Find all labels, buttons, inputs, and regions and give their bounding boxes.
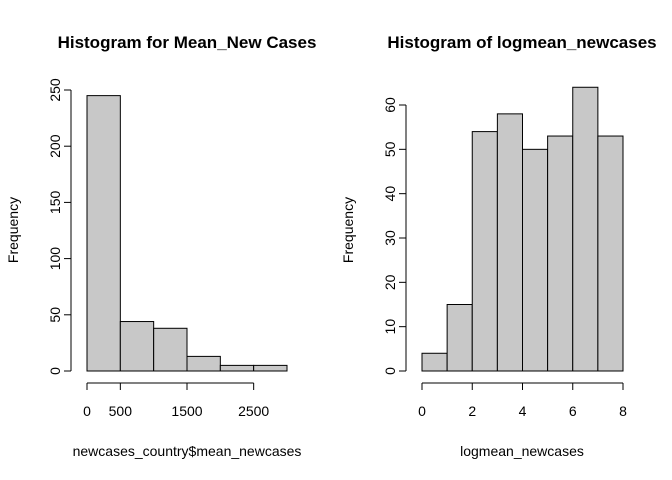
- x-tick-label: 0: [418, 403, 426, 419]
- histogram-bar-6: [572, 86, 599, 372]
- y-tick-label: 150: [47, 191, 63, 215]
- histogram-bar-0: [86, 95, 121, 372]
- y-tick-label: 200: [47, 134, 63, 158]
- histogram-bar-2: [471, 131, 498, 372]
- y-tick-label: 40: [382, 186, 398, 202]
- x-tick-label: 4: [519, 403, 527, 419]
- histogram-bar-3: [496, 113, 523, 372]
- x-tick-label: 6: [569, 403, 577, 419]
- histogram-bar-1: [446, 304, 473, 372]
- x-tick-label: 8: [619, 403, 627, 419]
- y-tick-label: 100: [47, 247, 63, 271]
- histogram-bar-1: [119, 321, 155, 372]
- bar-group: [421, 86, 624, 372]
- chart-title: Histogram of logmean_newcases: [387, 33, 656, 52]
- histogram-bar-0: [421, 352, 448, 372]
- histogram-bar-5: [547, 135, 574, 372]
- y-tick-label: 60: [382, 97, 398, 113]
- y-axis-label: Frequency: [340, 197, 356, 263]
- y-tick-label: 10: [382, 319, 398, 335]
- histogram-bar-2: [153, 327, 188, 372]
- histogram-bar-4: [219, 364, 255, 372]
- y-axis-label: Frequency: [5, 197, 21, 263]
- y-tick-label: 0: [382, 367, 398, 375]
- histogram-panel-mean-newcases: Histogram for Mean_New Cases 0 50 100 150 20…: [5, 33, 316, 459]
- y-axis: 0 50 100 150 200 250: [47, 78, 72, 375]
- y-tick-label: 30: [382, 230, 398, 246]
- x-tick-label: 2500: [238, 403, 269, 419]
- x-axis: 0 2 4 6 8: [418, 382, 627, 419]
- x-tick-label: 0: [83, 403, 91, 419]
- y-axis: 0 10 20 30 40 50 60: [382, 97, 407, 375]
- x-tick-label: 2: [468, 403, 476, 419]
- histogram-bar-7: [597, 135, 624, 372]
- x-tick-label: 500: [109, 403, 133, 419]
- histogram-bar-4: [522, 148, 549, 372]
- chart-title: Histogram for Mean_New Cases: [58, 33, 317, 52]
- y-tick-label: 20: [382, 274, 398, 290]
- y-tick-label: 50: [382, 141, 398, 157]
- y-tick-label: 250: [47, 78, 63, 102]
- x-axis: 0 500 1500 2500: [83, 382, 269, 419]
- x-tick-label: 1500: [171, 403, 202, 419]
- y-tick-label: 0: [47, 367, 63, 375]
- x-axis-label: logmean_newcases: [460, 443, 584, 459]
- bar-group: [86, 95, 288, 372]
- histogram-bar-3: [186, 355, 221, 372]
- x-axis-label: newcases_country$mean_newcases: [73, 443, 302, 459]
- y-tick-label: 50: [47, 307, 63, 323]
- histogram-panel-logmean-newcases: Histogram of logmean_newcases 0102030405…: [340, 33, 657, 459]
- histogram-bar-5: [253, 364, 288, 372]
